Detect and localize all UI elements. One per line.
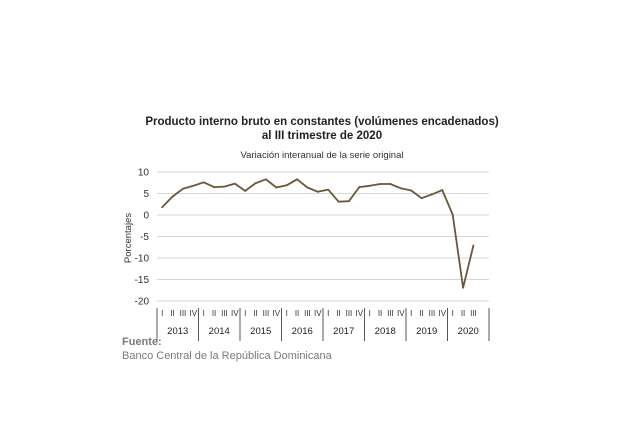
data-point-2015-I — [244, 190, 247, 192]
year-label-2013: 2013 — [167, 326, 188, 337]
year-label-2015: 2015 — [250, 326, 271, 337]
quarter-label-21: II — [378, 309, 382, 318]
data-point-2016-II — [296, 178, 298, 181]
x-axis: I II III IV I II III IV I II III IV I II III IV I II III IV… — [156, 308, 490, 341]
quarter-label-20: I — [369, 309, 371, 318]
source-text: Banco Central de la República Dominicana — [122, 350, 332, 362]
quarter-label-13: II — [295, 309, 299, 318]
quarter-label-5: II — [212, 309, 216, 318]
data-point-2016-IV — [316, 190, 319, 193]
y-tick-label-5: -15 — [135, 275, 150, 286]
y-tick-label-6: -20 — [135, 297, 150, 308]
year-label-2020: 2020 — [458, 326, 479, 337]
data-point-2017-I — [327, 188, 330, 191]
source-label: Fuente: — [122, 336, 162, 348]
data-point-2013-IV — [192, 184, 195, 187]
data-point-2013-II — [171, 195, 174, 198]
series-line-0 — [161, 178, 475, 289]
quarter-label-26: III — [429, 309, 436, 318]
data-point-2017-IV — [358, 186, 361, 188]
data-point-2020-I — [451, 213, 454, 216]
data-point-2018-III — [389, 183, 392, 185]
y-tick-label-0: 10 — [138, 168, 150, 179]
quarter-label-29: II — [461, 309, 465, 318]
quarter-label-17: II — [336, 309, 340, 318]
chart-subtitle: Variación interanual de la serie origina… — [240, 150, 403, 161]
data-point-2018-IV — [399, 187, 402, 190]
y-axis-label: Porcentajes — [123, 213, 134, 263]
data-point-2013-III — [182, 187, 184, 190]
quarter-label-8: I — [244, 309, 246, 318]
quarter-label-3: IV — [190, 309, 198, 318]
quarter-label-30: III — [470, 309, 477, 318]
year-label-2014: 2014 — [209, 326, 230, 337]
quarter-label-16: I — [327, 309, 329, 318]
year-label-2017: 2017 — [333, 326, 354, 337]
quarter-label-9: II — [253, 309, 257, 318]
data-point-2016-I — [285, 184, 288, 187]
data-point-2020-III — [472, 244, 475, 247]
data-point-2017-III — [348, 200, 350, 203]
data-point-2019-IV — [441, 189, 444, 191]
quarter-label-28: I — [452, 309, 454, 318]
year-label-2016: 2016 — [292, 326, 313, 337]
data-point-2015-IV — [275, 186, 278, 189]
data-point-2016-III — [306, 186, 309, 189]
y-tick-labels: 10 5 0 -5 -10 -15 -20 — [135, 168, 150, 308]
data-point-2014-II — [213, 186, 215, 188]
data-point-2015-III — [265, 178, 267, 181]
data-point-2019-I — [410, 189, 413, 192]
quarter-label-11: IV — [273, 309, 281, 318]
quarter-label-14: III — [304, 309, 311, 318]
series-layer — [161, 178, 475, 289]
quarter-label-15: IV — [314, 309, 322, 318]
quarter-label-7: IV — [231, 309, 239, 318]
quarter-label-25: II — [419, 309, 423, 318]
quarter-label-18: III — [346, 309, 353, 318]
data-point-2014-III — [223, 185, 226, 188]
year-label-2018: 2018 — [375, 326, 396, 337]
quarter-label-1: II — [170, 309, 174, 318]
data-point-2015-II — [254, 182, 257, 185]
quarter-label-23: IV — [397, 309, 405, 318]
quarter-label-24: I — [410, 309, 412, 318]
data-point-2017-II — [337, 200, 340, 203]
quarter-label-19: IV — [356, 309, 364, 318]
y-tick-label-2: 0 — [143, 211, 149, 222]
quarter-label-27: IV — [439, 309, 447, 318]
y-tick-label-3: -5 — [140, 232, 149, 243]
quarter-label-0: I — [161, 309, 163, 318]
chart-title-line-2: al III trimestre de 2020 — [262, 130, 382, 142]
quarter-label-10: III — [263, 309, 270, 318]
data-point-2019-II — [420, 197, 423, 200]
data-point-2020-II — [462, 286, 464, 289]
quarter-label-12: I — [286, 309, 288, 318]
data-point-2014-IV — [233, 182, 236, 185]
data-point-2014-I — [202, 181, 205, 184]
y-tick-label-1: 5 — [143, 189, 149, 200]
year-label-2019: 2019 — [416, 326, 437, 337]
y-tick-label-4: -10 — [135, 254, 150, 265]
quarter-label-2: III — [180, 309, 187, 318]
data-point-2019-III — [431, 193, 433, 196]
gridlines — [157, 171, 489, 302]
chart-title-line-1: Producto interno bruto en constantes (vo… — [145, 116, 499, 128]
quarter-label-4: I — [203, 309, 205, 318]
data-point-2018-I — [368, 184, 371, 187]
quarter-label-22: III — [387, 309, 394, 318]
quarter-label-6: III — [221, 309, 228, 318]
data-point-2013-I — [161, 206, 164, 209]
data-point-2018-II — [379, 183, 381, 185]
